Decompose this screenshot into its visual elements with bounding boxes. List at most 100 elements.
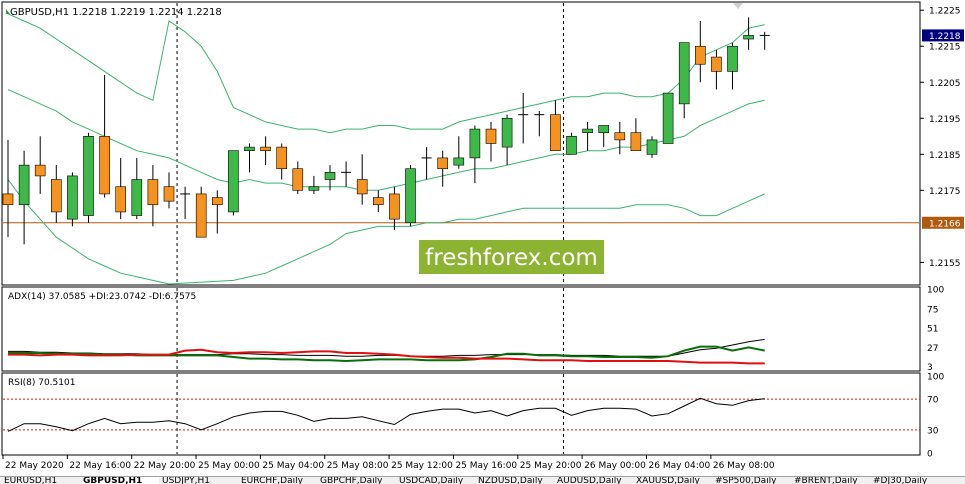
adx-label: ADX(14) 37.0585 +DI:23.0742 -DI:6.7575 bbox=[8, 292, 196, 302]
adx-panel[interactable]: ADX(14) 37.0585 +DI:23.0742 -DI:6.7575 1… bbox=[1, 286, 944, 374]
level-price-label: 1.2166 bbox=[929, 219, 961, 229]
candle-body bbox=[99, 135, 110, 195]
rsi-tick-label: 70 bbox=[927, 396, 939, 406]
chart-tabs-bar: EURUSD,H1 GBPUSD,H1 USDJPY,H1 EURCHF,Daily G… bbox=[0, 476, 965, 484]
candles bbox=[2, 17, 770, 245]
candle bbox=[694, 21, 706, 83]
candle-body bbox=[244, 146, 255, 152]
candle bbox=[324, 165, 336, 191]
bollinger-upper-line bbox=[7, 13, 765, 134]
freshforex-watermark: freshforex.com bbox=[425, 245, 598, 271]
candle-body bbox=[469, 128, 481, 159]
candle bbox=[228, 150, 239, 216]
candle-body bbox=[437, 157, 449, 170]
candle bbox=[727, 42, 738, 90]
candle bbox=[244, 143, 255, 173]
price-tick-label: 1.2185 bbox=[929, 151, 961, 161]
candle-body bbox=[389, 193, 400, 220]
candle-body bbox=[694, 45, 706, 65]
price-tick-label: 1.2195 bbox=[929, 115, 961, 125]
candle-body bbox=[743, 35, 754, 40]
chart-tab[interactable]: NZDUSD,Daily bbox=[478, 476, 543, 484]
candle-body bbox=[163, 186, 175, 202]
candle bbox=[662, 92, 674, 144]
main-panel-frame bbox=[1, 1, 921, 286]
bollinger-lower-line bbox=[7, 179, 765, 285]
candle bbox=[518, 93, 529, 144]
candle-body bbox=[646, 139, 658, 155]
rsi-tick-label: 0 bbox=[927, 450, 933, 460]
candle bbox=[260, 136, 271, 166]
adx-period-separators bbox=[176, 288, 564, 371]
current-price-badge bbox=[922, 29, 964, 42]
candle bbox=[163, 172, 175, 209]
time-tick-label: 22 May 16:00 bbox=[69, 461, 131, 471]
chart-tab[interactable]: AUDUSD,Daily bbox=[557, 476, 622, 484]
rsi-level-lines bbox=[3, 398, 920, 431]
time-tick-label: 22 May 2020 bbox=[5, 461, 64, 471]
time-tick-label: 25 May 04:00 bbox=[262, 461, 324, 471]
rsi-period-separators bbox=[176, 374, 564, 454]
candle bbox=[356, 154, 368, 205]
price-tick-label: 1.2225 bbox=[929, 7, 961, 17]
candle-body bbox=[582, 128, 593, 133]
candle bbox=[582, 121, 593, 151]
candle bbox=[469, 125, 481, 184]
price-axis: 1.2225 1.2215 1.2205 1.2195 1.2185 1.2175 1.21… bbox=[920, 7, 964, 269]
candle bbox=[292, 161, 304, 194]
candle-body bbox=[356, 179, 368, 195]
candle-body bbox=[83, 135, 94, 216]
candle-body bbox=[485, 128, 497, 144]
candle-body bbox=[18, 164, 30, 206]
adx-tick-label: 75 bbox=[927, 306, 938, 316]
candle-body bbox=[34, 164, 46, 177]
candle-body bbox=[598, 125, 610, 133]
candle-body bbox=[276, 146, 288, 170]
candle-body bbox=[228, 150, 239, 213]
rsi-axis: 100 70 30 0 bbox=[927, 373, 944, 460]
trade-arrow-icon bbox=[6, 9, 10, 14]
time-tick-label: 26 May 00:00 bbox=[584, 461, 646, 471]
candle-body bbox=[292, 168, 304, 191]
adx-lines bbox=[8, 338, 765, 365]
rsi-label: RSI(8) 70.5101 bbox=[8, 378, 75, 388]
candle bbox=[67, 172, 78, 227]
chart-tab[interactable]: EURCHF,Daily bbox=[241, 476, 303, 484]
rsi-line bbox=[7, 397, 765, 432]
candle bbox=[598, 125, 610, 148]
candle-body bbox=[711, 56, 722, 72]
rsi-panel-frame bbox=[1, 372, 921, 456]
candle bbox=[372, 190, 384, 212]
time-axis: 22 May 2020 22 May 16:00 22 May 20:00 25 Ma… bbox=[2, 455, 775, 471]
time-tick-label: 25 May 12:00 bbox=[391, 461, 453, 471]
candle bbox=[646, 136, 658, 158]
chart-tab[interactable]: USDJPY,H1 bbox=[162, 476, 210, 484]
rsi-panel[interactable]: RSI(8) 70.5101 100 70 30 0 bbox=[1, 372, 944, 460]
chart-tab[interactable]: #BRENT,Daily bbox=[794, 476, 858, 484]
candle-body bbox=[372, 197, 384, 206]
candle-body bbox=[260, 146, 271, 152]
chart-tab[interactable]: #DJ30,Daily bbox=[873, 476, 928, 484]
candle bbox=[614, 121, 626, 155]
candle-body bbox=[50, 179, 62, 213]
candle bbox=[195, 186, 207, 238]
chart-tab[interactable]: EURUSD,H1 bbox=[4, 476, 58, 484]
candle-body bbox=[727, 45, 738, 72]
main-price-panel[interactable]: GBPUSD,H1 1.2218 1.2219 1.2214 1.2218 1.… bbox=[1, 1, 964, 286]
time-tick-label: 25 May 00:00 bbox=[198, 461, 260, 471]
candle-body bbox=[550, 114, 561, 152]
candle-body bbox=[308, 186, 320, 191]
adx-tick-label: 100 bbox=[927, 286, 944, 296]
candle-body bbox=[2, 193, 14, 206]
chart-tab[interactable]: GBPUSD,H1 bbox=[83, 477, 159, 484]
chart-tab[interactable]: USDCAD,Daily bbox=[399, 476, 464, 484]
chart-tab[interactable]: XAUUSD,Daily bbox=[636, 476, 700, 484]
candle bbox=[501, 114, 513, 166]
chart-tab[interactable]: #SP500,Daily bbox=[715, 476, 777, 484]
candle-body bbox=[662, 92, 674, 144]
chart-tab[interactable]: GBPCHF,Daily bbox=[320, 476, 383, 484]
adx-tick-label: 51 bbox=[927, 325, 938, 335]
symbol-header: GBPUSD,H1 1.2218 1.2219 1.2214 1.2218 bbox=[10, 7, 222, 18]
